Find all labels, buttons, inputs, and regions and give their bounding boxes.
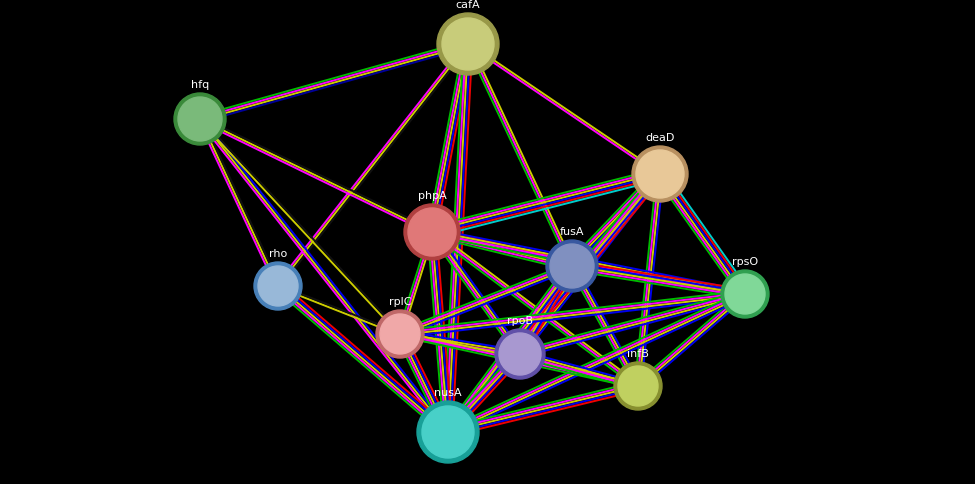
Circle shape: [254, 262, 302, 310]
Text: phpA: phpA: [417, 191, 447, 200]
Circle shape: [442, 19, 494, 71]
Circle shape: [550, 244, 594, 288]
Circle shape: [546, 241, 598, 292]
Text: hfq: hfq: [191, 80, 209, 90]
Text: deaD: deaD: [645, 133, 675, 143]
Circle shape: [422, 406, 474, 458]
Circle shape: [632, 147, 688, 203]
Circle shape: [725, 274, 765, 314]
Circle shape: [258, 267, 298, 306]
Circle shape: [404, 205, 460, 260]
Text: fusA: fusA: [560, 227, 584, 237]
Text: rho: rho: [269, 248, 287, 258]
Text: infB: infB: [627, 348, 649, 358]
Circle shape: [499, 333, 541, 375]
Circle shape: [437, 14, 499, 76]
Circle shape: [618, 366, 658, 406]
Text: rpoB: rpoB: [507, 316, 533, 325]
Circle shape: [721, 271, 769, 318]
Circle shape: [614, 362, 662, 410]
Text: cafA: cafA: [455, 0, 481, 10]
Circle shape: [636, 151, 684, 198]
Text: rpsO: rpsO: [732, 257, 759, 267]
Circle shape: [417, 401, 479, 463]
Circle shape: [495, 329, 545, 379]
Circle shape: [376, 310, 424, 358]
Circle shape: [380, 314, 420, 354]
Circle shape: [178, 98, 222, 142]
Circle shape: [174, 94, 226, 146]
Text: rplC: rplC: [389, 296, 411, 306]
Text: nusA: nusA: [434, 387, 462, 397]
Circle shape: [408, 209, 456, 257]
